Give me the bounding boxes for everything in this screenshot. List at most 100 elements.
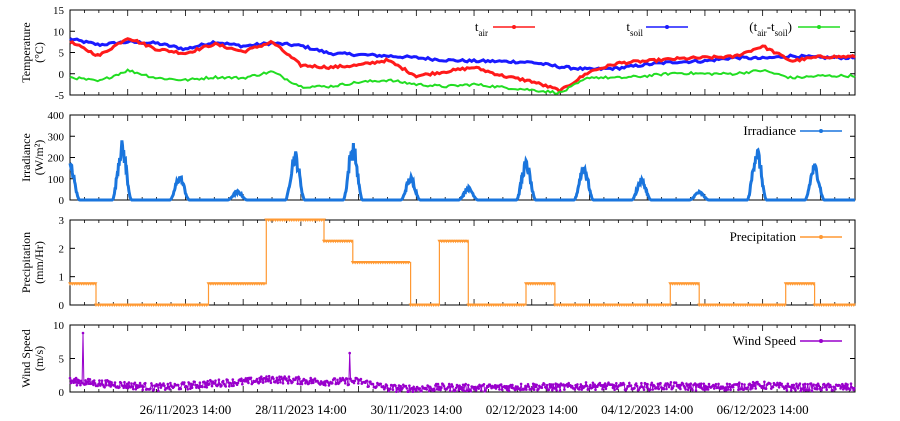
wind-point — [756, 380, 759, 384]
wind-point — [792, 383, 796, 387]
wind-point — [500, 388, 504, 391]
wind-point — [712, 387, 716, 390]
wind-point — [123, 380, 126, 384]
wind-point — [464, 382, 468, 386]
wind-point — [336, 378, 339, 382]
irradiance-legend-marker — [819, 129, 823, 133]
wind-point — [103, 386, 106, 389]
precipitation-legend-label: Precipitation — [730, 229, 797, 244]
wind-point — [425, 388, 429, 391]
wind-point — [122, 386, 125, 390]
wind-point — [659, 381, 662, 385]
wind-point — [338, 381, 341, 384]
wind-point — [313, 377, 317, 381]
wind-point — [286, 379, 289, 383]
wind-point — [347, 383, 351, 386]
irradiance-y-axis-title: Irradiance(W/m²) — [19, 133, 46, 182]
x-tick-label-date: 04/12/2023 14:00 — [601, 402, 693, 417]
wind-point — [454, 389, 457, 393]
wind-point — [727, 385, 731, 389]
wind-point — [408, 384, 411, 388]
wind-point — [375, 385, 378, 388]
precipitation-point — [551, 282, 556, 286]
wind-point — [593, 383, 596, 387]
wind-point — [74, 376, 78, 380]
wind-point — [172, 385, 176, 389]
wind-point — [575, 386, 578, 389]
wind-point — [391, 388, 395, 392]
wind-point — [579, 383, 583, 386]
wind-point — [240, 377, 243, 381]
wind-point — [134, 387, 138, 391]
wind-point — [133, 381, 137, 385]
wind-point — [645, 385, 648, 389]
wind-point — [821, 386, 824, 390]
wind-point — [287, 375, 291, 379]
precipitation-point — [465, 239, 470, 244]
wind-point — [369, 380, 372, 384]
wind-point — [738, 381, 741, 385]
wind-point — [820, 388, 823, 392]
wind-point — [853, 386, 856, 390]
wind-point — [367, 385, 371, 388]
wind-point — [213, 382, 216, 385]
wind-point — [825, 388, 828, 392]
wind-point — [622, 383, 626, 386]
wind-point — [127, 381, 131, 384]
wind-point — [324, 384, 327, 387]
precipitation-point — [668, 303, 673, 307]
wind-point — [401, 386, 404, 390]
wind-point — [263, 377, 267, 380]
wind-point — [293, 378, 297, 382]
wind-point — [349, 377, 352, 381]
wind-point — [206, 379, 209, 383]
wind-point — [412, 385, 416, 389]
wind-point — [584, 381, 588, 384]
wind-point — [308, 379, 312, 383]
wind-point — [702, 382, 706, 386]
wind-point — [359, 377, 363, 381]
wind-point — [305, 380, 309, 384]
wind-point — [276, 381, 280, 385]
wind-point — [577, 388, 581, 391]
wind-point — [344, 382, 347, 385]
wind-point — [527, 385, 531, 388]
wind-point — [185, 385, 189, 389]
precipitation-panel: 0 1 2 3 Precipitation(mm/Hr) Precipitation — [19, 215, 856, 312]
wind-point — [163, 384, 166, 388]
wind-point — [224, 385, 228, 388]
wind-point — [149, 387, 152, 390]
wind-point — [298, 377, 301, 381]
wind-point — [462, 389, 466, 393]
wind-point — [286, 382, 290, 385]
wind-point — [812, 383, 815, 387]
wind-point — [589, 383, 592, 387]
wind-point — [357, 382, 360, 385]
wind-point — [641, 386, 645, 389]
wind-point — [100, 379, 104, 383]
wind-point — [389, 387, 392, 391]
wind-point — [159, 386, 163, 389]
wind-point — [646, 382, 649, 386]
wind-point — [447, 385, 450, 389]
wind-point — [526, 383, 530, 386]
wind-point — [396, 388, 400, 391]
wind-point — [275, 376, 279, 380]
wind-point — [486, 385, 490, 389]
wind-point — [348, 351, 352, 355]
wind-point — [279, 381, 282, 384]
wind-point — [166, 382, 170, 386]
wind-point — [777, 386, 781, 389]
precipitation-point — [436, 303, 441, 307]
wind-legend-marker — [819, 339, 823, 343]
precipitation-point — [261, 282, 266, 286]
precipitation-y-tick-label: 2 — [59, 243, 65, 255]
precipitation-y-axis-title: Precipitation(mm/Hr) — [19, 232, 46, 293]
wind-point — [97, 382, 100, 386]
precipitation-point — [349, 239, 354, 244]
wind-point — [799, 389, 802, 393]
wind-point — [259, 380, 262, 383]
temperature-y-tick-label: 15 — [53, 5, 65, 17]
wind-point — [420, 389, 423, 393]
x-axis-date-labels: 26/11/2023 14:00 28/11/2023 14:00 30/11/20… — [140, 402, 809, 417]
